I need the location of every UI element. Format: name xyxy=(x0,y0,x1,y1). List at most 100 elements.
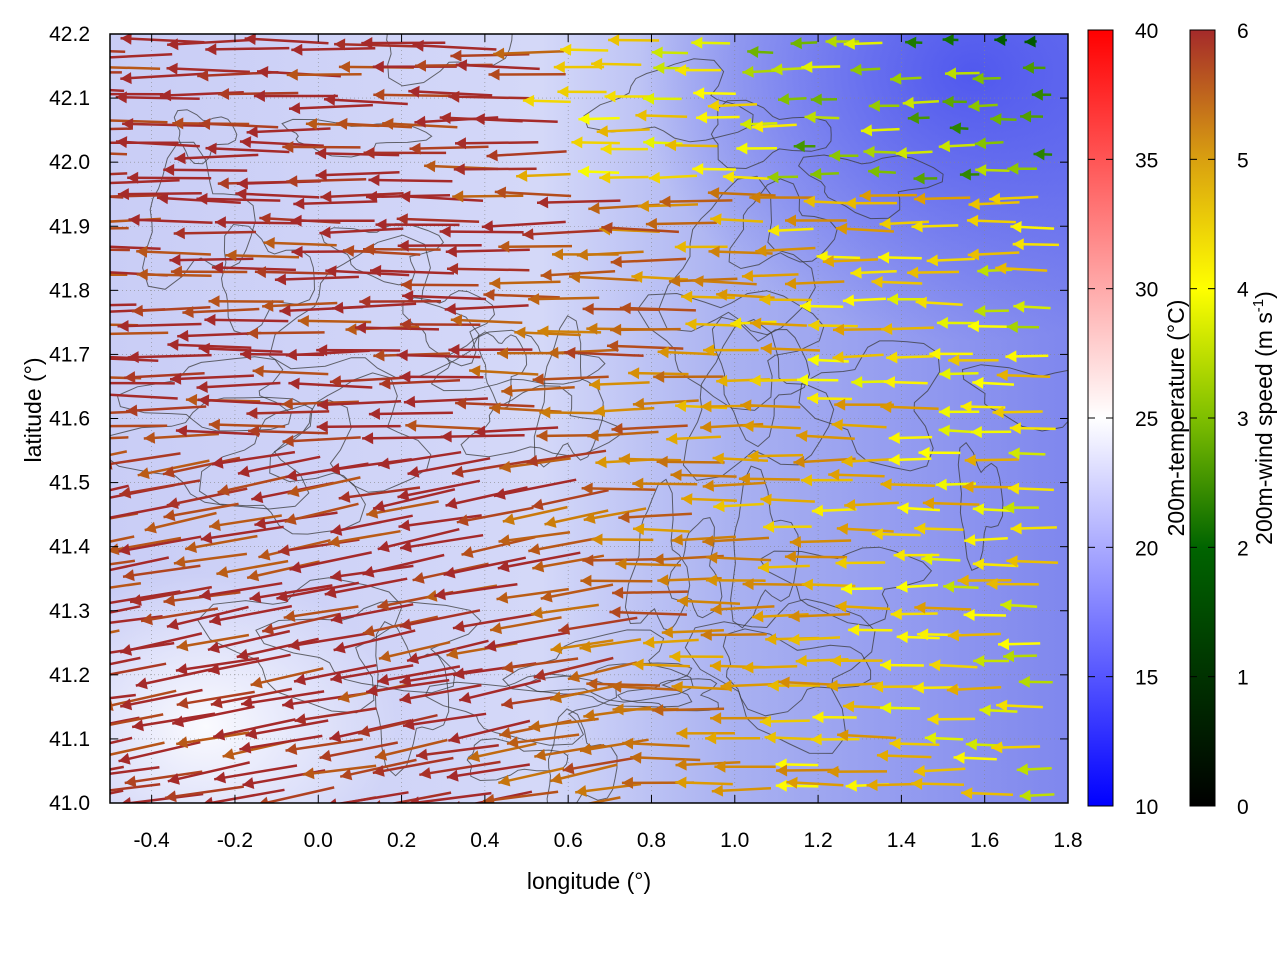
wind-vector-shaft xyxy=(379,378,461,386)
wind-vector-head xyxy=(534,748,547,761)
wind-vector-head xyxy=(378,457,390,470)
wind-vector-head xyxy=(93,328,104,340)
wind-vector-head xyxy=(377,673,390,686)
wind-vector-head xyxy=(47,496,59,508)
wind-vector-head xyxy=(402,290,414,303)
wind-vector-head xyxy=(217,177,229,190)
wind-vector-head xyxy=(315,169,327,181)
wind-vector-head xyxy=(1010,221,1022,233)
wind-vector-head xyxy=(581,482,593,495)
wind-vector-shaft xyxy=(315,171,400,177)
wind-vector-head xyxy=(859,189,871,202)
wind-vector-head xyxy=(124,371,136,384)
wind-vector-shaft xyxy=(494,190,572,198)
wind-vector-head xyxy=(496,591,509,604)
wind-vector-shaft xyxy=(501,657,579,670)
wind-vector-head xyxy=(115,91,127,104)
wind-vector-head xyxy=(163,509,176,522)
wind-vector-shaft xyxy=(214,220,299,225)
wind-vector-shaft xyxy=(110,172,128,176)
wind-vector-head xyxy=(447,262,459,275)
wind-vector-head xyxy=(522,94,535,107)
wind-vector-head xyxy=(793,140,805,153)
wind-vector-shaft xyxy=(110,393,178,400)
wind-vector-head xyxy=(767,679,779,692)
wind-vector-head xyxy=(962,480,974,493)
wind-vector-head xyxy=(259,796,269,803)
y-tick-label: 41.1 xyxy=(49,728,90,751)
wind-vector-head xyxy=(236,177,248,190)
wind-vector-head xyxy=(176,697,189,709)
wind-vector-head xyxy=(967,320,979,333)
wind-vector-head xyxy=(334,38,346,51)
wind-vector-head xyxy=(254,266,266,279)
wind-vector-head xyxy=(1020,110,1032,123)
wind-vector-shaft xyxy=(484,631,568,650)
wind-vector-shaft xyxy=(532,375,609,382)
wind-vector-head xyxy=(405,419,417,432)
wind-vector-shaft xyxy=(439,230,524,234)
wind-vector-head xyxy=(586,677,598,690)
wind-vector-head xyxy=(759,293,771,306)
wind-vector-shaft xyxy=(173,552,248,565)
wind-vector-shaft xyxy=(332,302,417,310)
wind-vector-head xyxy=(571,136,583,149)
wind-vector-head xyxy=(210,696,223,709)
wind-vector-head xyxy=(972,72,984,85)
wind-vector-shaft xyxy=(378,640,451,660)
wind-vector-head xyxy=(317,398,329,411)
wind-vector-head xyxy=(800,474,812,487)
wind-vector-head xyxy=(705,732,717,745)
wind-vector-head xyxy=(274,273,287,286)
wind-vector-head xyxy=(169,254,181,266)
wind-vector-head xyxy=(601,222,613,234)
wind-vector-head xyxy=(182,306,194,319)
wind-vector-head xyxy=(789,536,801,548)
wind-vector-head xyxy=(797,373,808,386)
wind-vector-head xyxy=(498,534,511,547)
wind-vector-head xyxy=(130,594,142,606)
wind-vector-head xyxy=(714,760,726,773)
wind-vector-shaft xyxy=(245,719,329,737)
contour-line xyxy=(110,396,313,510)
contour-line xyxy=(636,290,825,411)
wind-vector-shaft xyxy=(239,734,323,751)
wind-vector-head xyxy=(1007,482,1020,495)
wind-vector-head xyxy=(361,37,373,49)
wind-vector-head xyxy=(285,743,298,755)
wind-vector-shaft xyxy=(110,662,167,676)
wind-vector-shaft xyxy=(357,713,438,735)
wind-vector-head xyxy=(896,631,908,644)
wind-vector-head xyxy=(197,394,210,407)
wind-vector-head xyxy=(946,683,959,696)
wind-vector-shaft xyxy=(171,705,255,725)
wind-vector-head xyxy=(632,477,644,490)
wind-vector-shaft xyxy=(110,424,168,428)
wind-vector-head xyxy=(765,633,777,646)
wind-vector-shaft xyxy=(399,375,484,379)
wind-vector-shaft xyxy=(493,478,577,498)
wind-vector-head xyxy=(785,277,797,290)
wind-vector-shaft xyxy=(496,587,569,601)
wind-vector-head xyxy=(372,765,385,777)
wind-vector-head xyxy=(621,776,633,789)
wind-vector-shaft xyxy=(398,514,482,529)
wind-vector-head xyxy=(452,620,465,633)
wind-vector-head xyxy=(126,404,138,417)
wind-vector-head xyxy=(615,557,627,570)
colorbar-tick-label: 0 xyxy=(1237,796,1249,819)
wind-vector-head xyxy=(938,140,951,153)
wind-vector-head xyxy=(448,732,461,744)
wind-vector-head xyxy=(373,500,386,512)
wind-vector-head xyxy=(1033,148,1045,161)
wind-vector-head xyxy=(974,305,986,317)
wind-vector-shaft xyxy=(110,716,140,725)
wind-vector-head xyxy=(330,524,343,536)
wind-vector-head xyxy=(710,603,722,616)
wind-vector-shaft xyxy=(454,141,539,145)
wind-vector-head xyxy=(173,556,186,568)
y-axis: 41.0 41.1 41.2 41.3 41.4 41.5 41.6 41.7 41.8 41.9… xyxy=(49,23,1068,815)
wind-vector-head xyxy=(604,90,616,103)
wind-vector-head xyxy=(241,696,253,709)
wind-vector-head xyxy=(860,124,873,137)
